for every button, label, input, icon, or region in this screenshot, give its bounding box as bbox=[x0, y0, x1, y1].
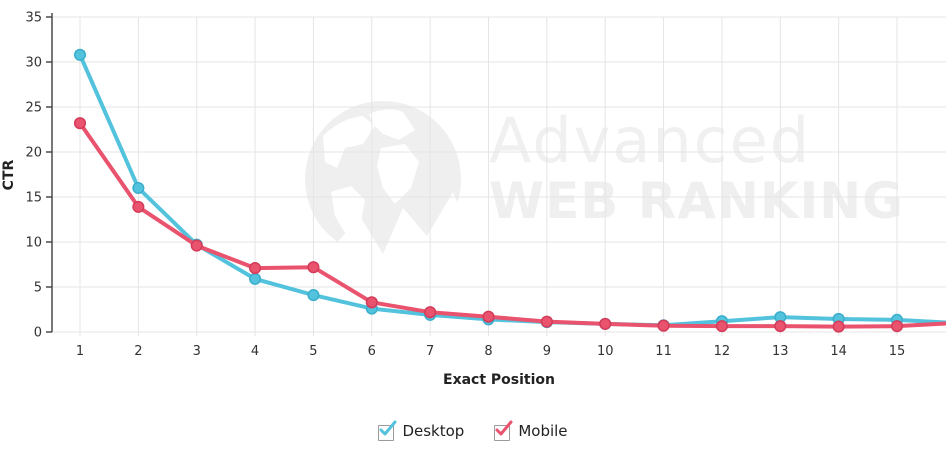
data-point-mobile-6[interactable] bbox=[365, 296, 378, 309]
y-axis-title: CTR bbox=[1, 159, 17, 191]
data-point-desktop-5[interactable] bbox=[307, 289, 320, 302]
x-tick-label: 1 bbox=[76, 344, 84, 359]
data-point-mobile-9[interactable] bbox=[540, 315, 553, 328]
x-tick-label: 9 bbox=[543, 344, 551, 359]
data-point-mobile-8[interactable] bbox=[482, 310, 495, 323]
x-tick-label: 8 bbox=[484, 344, 492, 359]
data-point-desktop-1[interactable] bbox=[73, 48, 87, 61]
y-tick-label: 5 bbox=[34, 281, 42, 296]
y-tick-label: 0 bbox=[34, 326, 42, 341]
data-point-mobile-2[interactable] bbox=[132, 200, 145, 213]
data-point-mobile-14[interactable] bbox=[832, 320, 845, 333]
y-tick-label: 20 bbox=[25, 146, 42, 161]
y-tick-label: 25 bbox=[25, 101, 42, 116]
data-point-mobile-15[interactable] bbox=[890, 320, 904, 333]
data-point-mobile-10[interactable] bbox=[599, 317, 612, 330]
x-axis-title: Exact Position bbox=[443, 372, 555, 388]
legend-item-desktop[interactable]: Desktop bbox=[378, 420, 465, 441]
data-point-mobile-3[interactable] bbox=[190, 239, 203, 252]
legend-label-mobile[interactable]: Mobile bbox=[518, 422, 568, 440]
x-tick-label: 2 bbox=[134, 344, 142, 359]
y-tick-label: 15 bbox=[25, 191, 42, 206]
y-tick-label: 10 bbox=[25, 236, 42, 251]
mobile-checkmark-icon bbox=[495, 420, 513, 435]
desktop-checkbox[interactable] bbox=[378, 420, 397, 441]
legend: Desktop Mobile bbox=[0, 420, 946, 441]
data-point-mobile-5[interactable] bbox=[307, 261, 320, 274]
series-line-mobile bbox=[78, 121, 946, 329]
x-tick-label: 3 bbox=[193, 344, 201, 359]
x-tick-label: 4 bbox=[251, 344, 259, 359]
y-tick-label: 30 bbox=[25, 56, 42, 71]
series-line-desktop bbox=[78, 52, 946, 328]
x-tick-label: 5 bbox=[309, 344, 317, 359]
x-tick-label: 13 bbox=[772, 344, 789, 359]
data-point-mobile-13[interactable] bbox=[774, 320, 787, 333]
x-tick-label: 7 bbox=[426, 344, 434, 359]
legend-label-desktop[interactable]: Desktop bbox=[402, 422, 465, 440]
legend-item-mobile[interactable]: Mobile bbox=[494, 420, 568, 441]
x-tick-label: 11 bbox=[655, 344, 672, 359]
x-tick-label: 14 bbox=[830, 344, 847, 359]
data-point-mobile-7[interactable] bbox=[424, 306, 437, 319]
x-tick-label: 10 bbox=[597, 344, 614, 359]
data-point-mobile-4[interactable] bbox=[249, 262, 262, 275]
desktop-checkmark-icon bbox=[379, 420, 397, 435]
data-point-mobile-11[interactable] bbox=[657, 319, 670, 332]
x-tick-label: 15 bbox=[889, 344, 906, 359]
x-tick-label: 6 bbox=[368, 344, 376, 359]
data-point-mobile-1[interactable] bbox=[73, 117, 87, 130]
y-tick-label: 35 bbox=[25, 11, 42, 26]
mobile-checkbox[interactable] bbox=[494, 420, 513, 441]
data-point-desktop-2[interactable] bbox=[132, 181, 145, 195]
data-point-mobile-12[interactable] bbox=[715, 320, 728, 333]
x-tick-label: 12 bbox=[714, 344, 731, 359]
data-point-desktop-4[interactable] bbox=[249, 272, 262, 285]
